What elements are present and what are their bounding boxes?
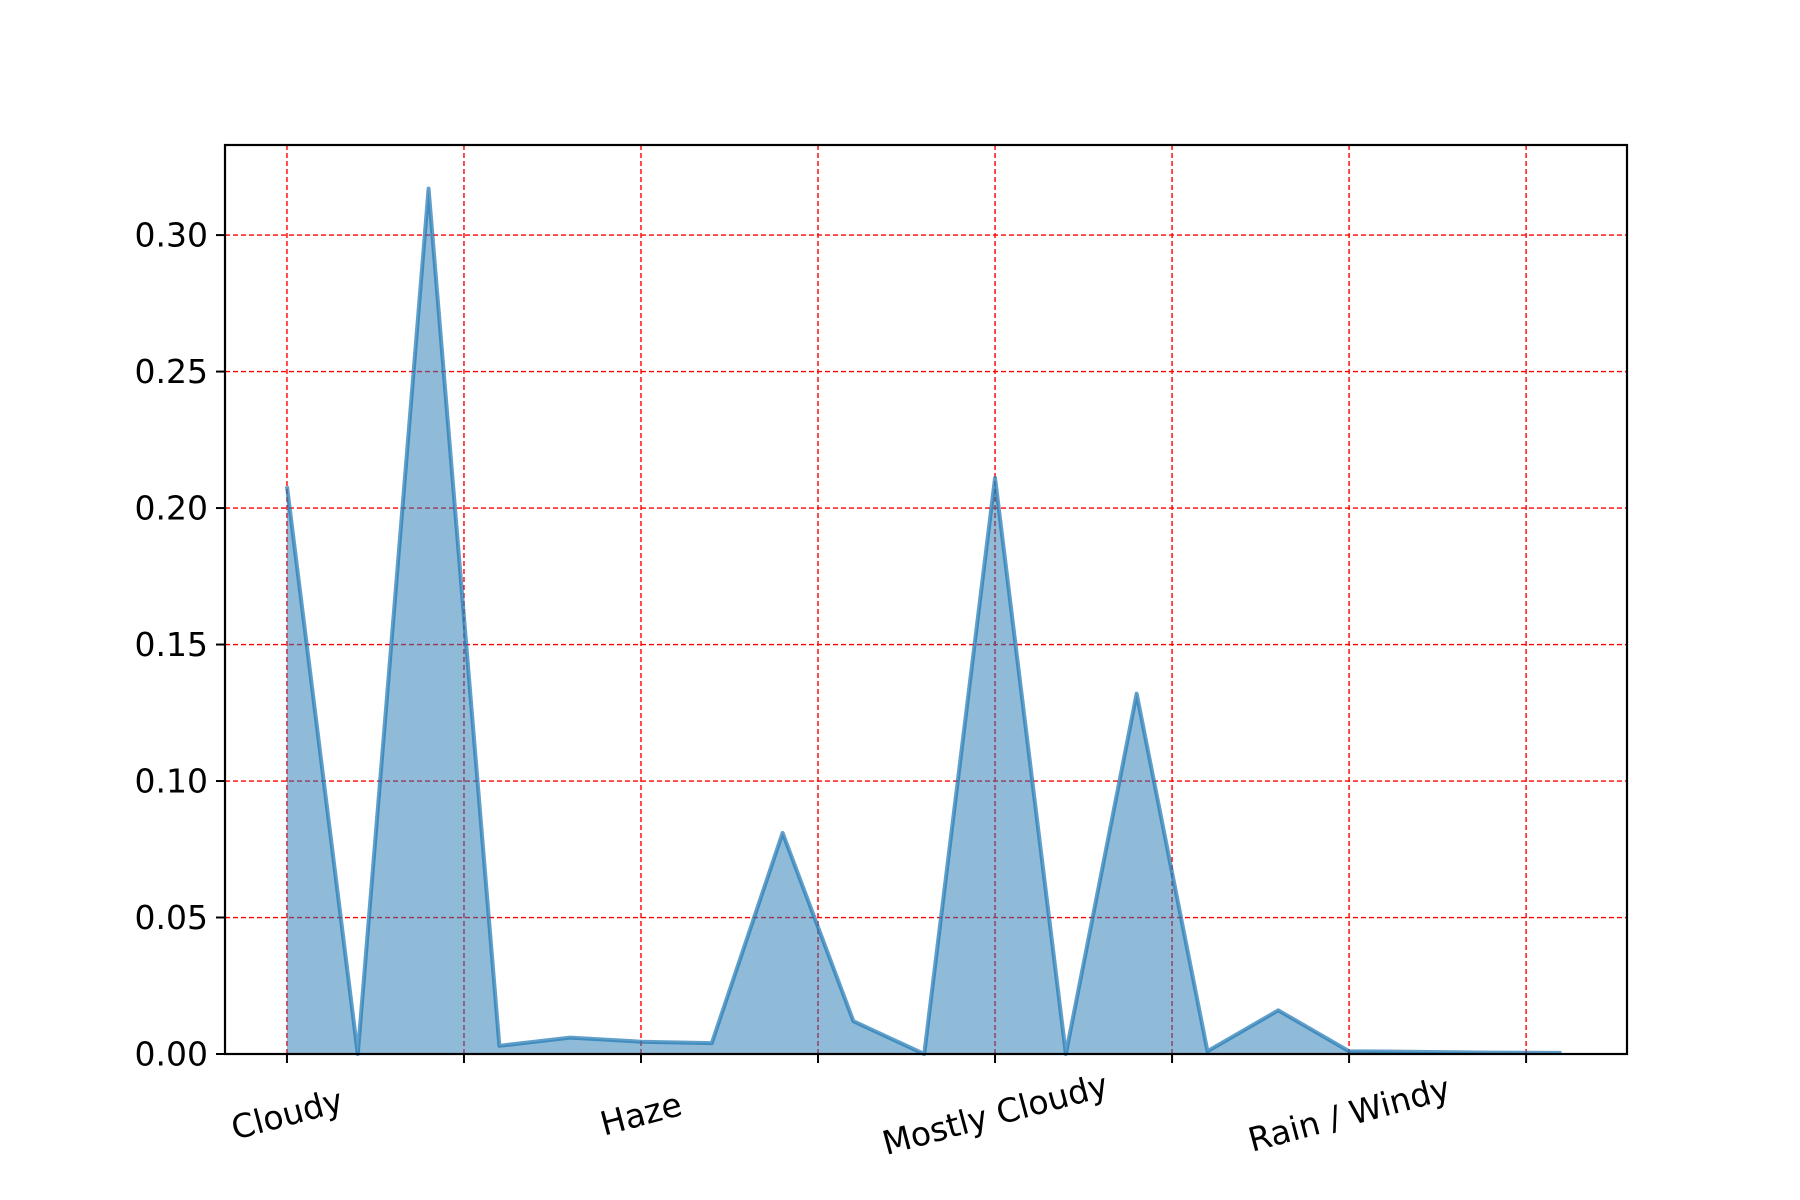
axes: [223, 143, 1629, 1056]
y-tick-label-6: 0.30: [135, 216, 208, 255]
y-axis-ticks: 0.00 0.05 0.10 0.15 0.20 0.25 0.30: [135, 216, 225, 1074]
area-series: [284, 186, 1562, 1056]
x-tick-label-3: Rain / Windy: [1244, 1068, 1454, 1159]
x-axis-ticks: Cloudy Haze Mostly Cloudy Rain / Windy: [227, 1054, 1528, 1163]
y-tick-label-1: 0.05: [135, 898, 208, 937]
y-tick-label-5: 0.25: [135, 352, 208, 391]
x-tick-label-1: Haze: [596, 1084, 686, 1143]
x-tick-label-2: Mostly Cloudy: [878, 1065, 1112, 1163]
y-tick-label-3: 0.15: [135, 625, 208, 664]
y-tick-label-2: 0.10: [135, 762, 208, 801]
plot-frame: [223, 143, 1629, 1056]
area-fill: [286, 188, 1562, 1055]
x-tick-label-0: Cloudy: [227, 1080, 347, 1147]
y-tick-label-0: 0.00: [135, 1035, 208, 1074]
y-tick-label-4: 0.20: [135, 489, 208, 528]
